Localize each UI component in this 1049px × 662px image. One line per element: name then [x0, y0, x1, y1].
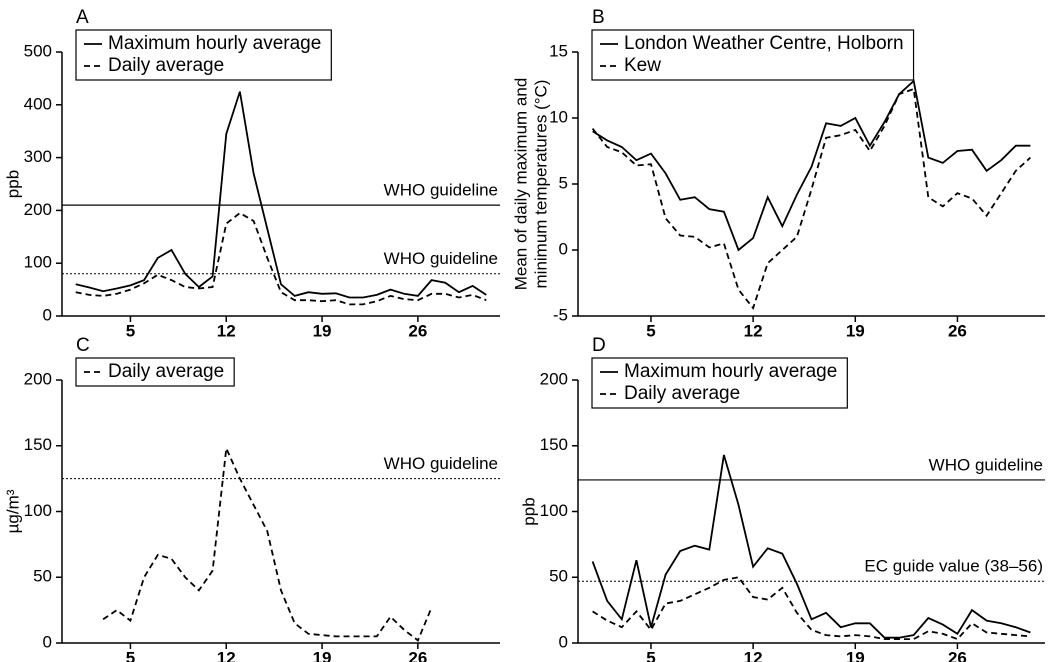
- y-tick-label: 300: [24, 147, 52, 166]
- x-tick-label: 19: [846, 321, 865, 340]
- y-tick-label: 50: [33, 567, 52, 586]
- panel-label: A: [76, 7, 89, 28]
- legend-label: Daily average: [108, 361, 224, 382]
- y-tick-label: 10: [549, 107, 568, 126]
- x-tick-label: 5: [126, 321, 135, 340]
- x-tick-label: 26: [408, 648, 427, 662]
- legend-label: Maximum hourly average: [624, 361, 837, 382]
- y-tick-label: 200: [24, 200, 52, 219]
- reference-label: WHO guideline: [929, 455, 1043, 474]
- x-tick-label: 12: [744, 321, 763, 340]
- series-line: [591, 454, 1031, 639]
- x-tick-label: 26: [948, 648, 967, 662]
- y-axis-label: µg/m³: [3, 489, 22, 533]
- y-tick-label: 100: [24, 253, 52, 272]
- x-tick-label: 5: [126, 648, 135, 662]
- y-axis-label: ppb: [519, 497, 538, 525]
- y-tick-label: 200: [24, 369, 52, 388]
- y-axis-label: Mean of daily maximum and: [511, 78, 530, 291]
- x-tick-label: 5: [646, 321, 655, 340]
- x-tick-label: 26: [408, 321, 427, 340]
- x-tick-label: 26: [948, 321, 967, 340]
- x-tick-label: 12: [744, 648, 763, 662]
- series-line: [592, 576, 1031, 641]
- x-tick-label: 12: [217, 648, 236, 662]
- x-tick-label: 19: [313, 321, 332, 340]
- panel-label: B: [592, 7, 605, 28]
- series-line: [75, 211, 487, 306]
- legend-box: [591, 357, 848, 409]
- legend-label: Kew: [624, 55, 661, 76]
- y-tick-label: 150: [24, 435, 52, 454]
- y-tick-label: 0: [559, 632, 568, 651]
- y-tick-label: -5: [553, 305, 568, 324]
- y-tick-label: 500: [24, 41, 52, 60]
- y-tick-label: 15: [549, 41, 568, 60]
- series-line: [75, 91, 487, 299]
- x-tick-label: 19: [846, 648, 865, 662]
- y-tick-label: 0: [43, 632, 52, 651]
- legend-box: [75, 357, 235, 387]
- y-tick-label: 0: [559, 239, 568, 258]
- x-tick-label: 19: [313, 648, 332, 662]
- series-line: [592, 79, 1031, 252]
- y-axis-label: minimum temperatures (°C): [531, 80, 550, 289]
- y-tick-label: 5: [559, 173, 568, 192]
- legend-label: Maximum hourly average: [108, 33, 321, 54]
- reference-label: WHO guideline: [384, 249, 498, 268]
- y-tick-label: 200: [540, 369, 568, 388]
- legend-box: [75, 29, 332, 81]
- legend-label: London Weather Centre, Holborn: [624, 33, 904, 54]
- legend-label: Daily average: [108, 55, 224, 76]
- y-tick-label: 400: [24, 94, 52, 113]
- y-tick-label: 0: [43, 305, 52, 324]
- y-tick-label: 150: [540, 435, 568, 454]
- x-tick-label: 5: [646, 648, 655, 662]
- reference-label: WHO guideline: [384, 454, 498, 473]
- panel-label: C: [76, 335, 90, 356]
- panel-label: D: [592, 335, 606, 356]
- series-line: [102, 445, 433, 642]
- y-tick-label: 50: [549, 567, 568, 586]
- legend: Daily average: [75, 357, 235, 387]
- x-tick-label: 12: [217, 321, 236, 340]
- y-axis-label: ppb: [3, 170, 22, 198]
- y-tick-label: 100: [24, 501, 52, 520]
- reference-label: EC guide value (38–56): [864, 557, 1043, 576]
- legend-box: [591, 29, 915, 81]
- series-line: [591, 87, 1032, 310]
- reference-label: WHO guideline: [384, 181, 498, 200]
- legend-label: Daily average: [624, 383, 740, 404]
- y-tick-label: 100: [540, 501, 568, 520]
